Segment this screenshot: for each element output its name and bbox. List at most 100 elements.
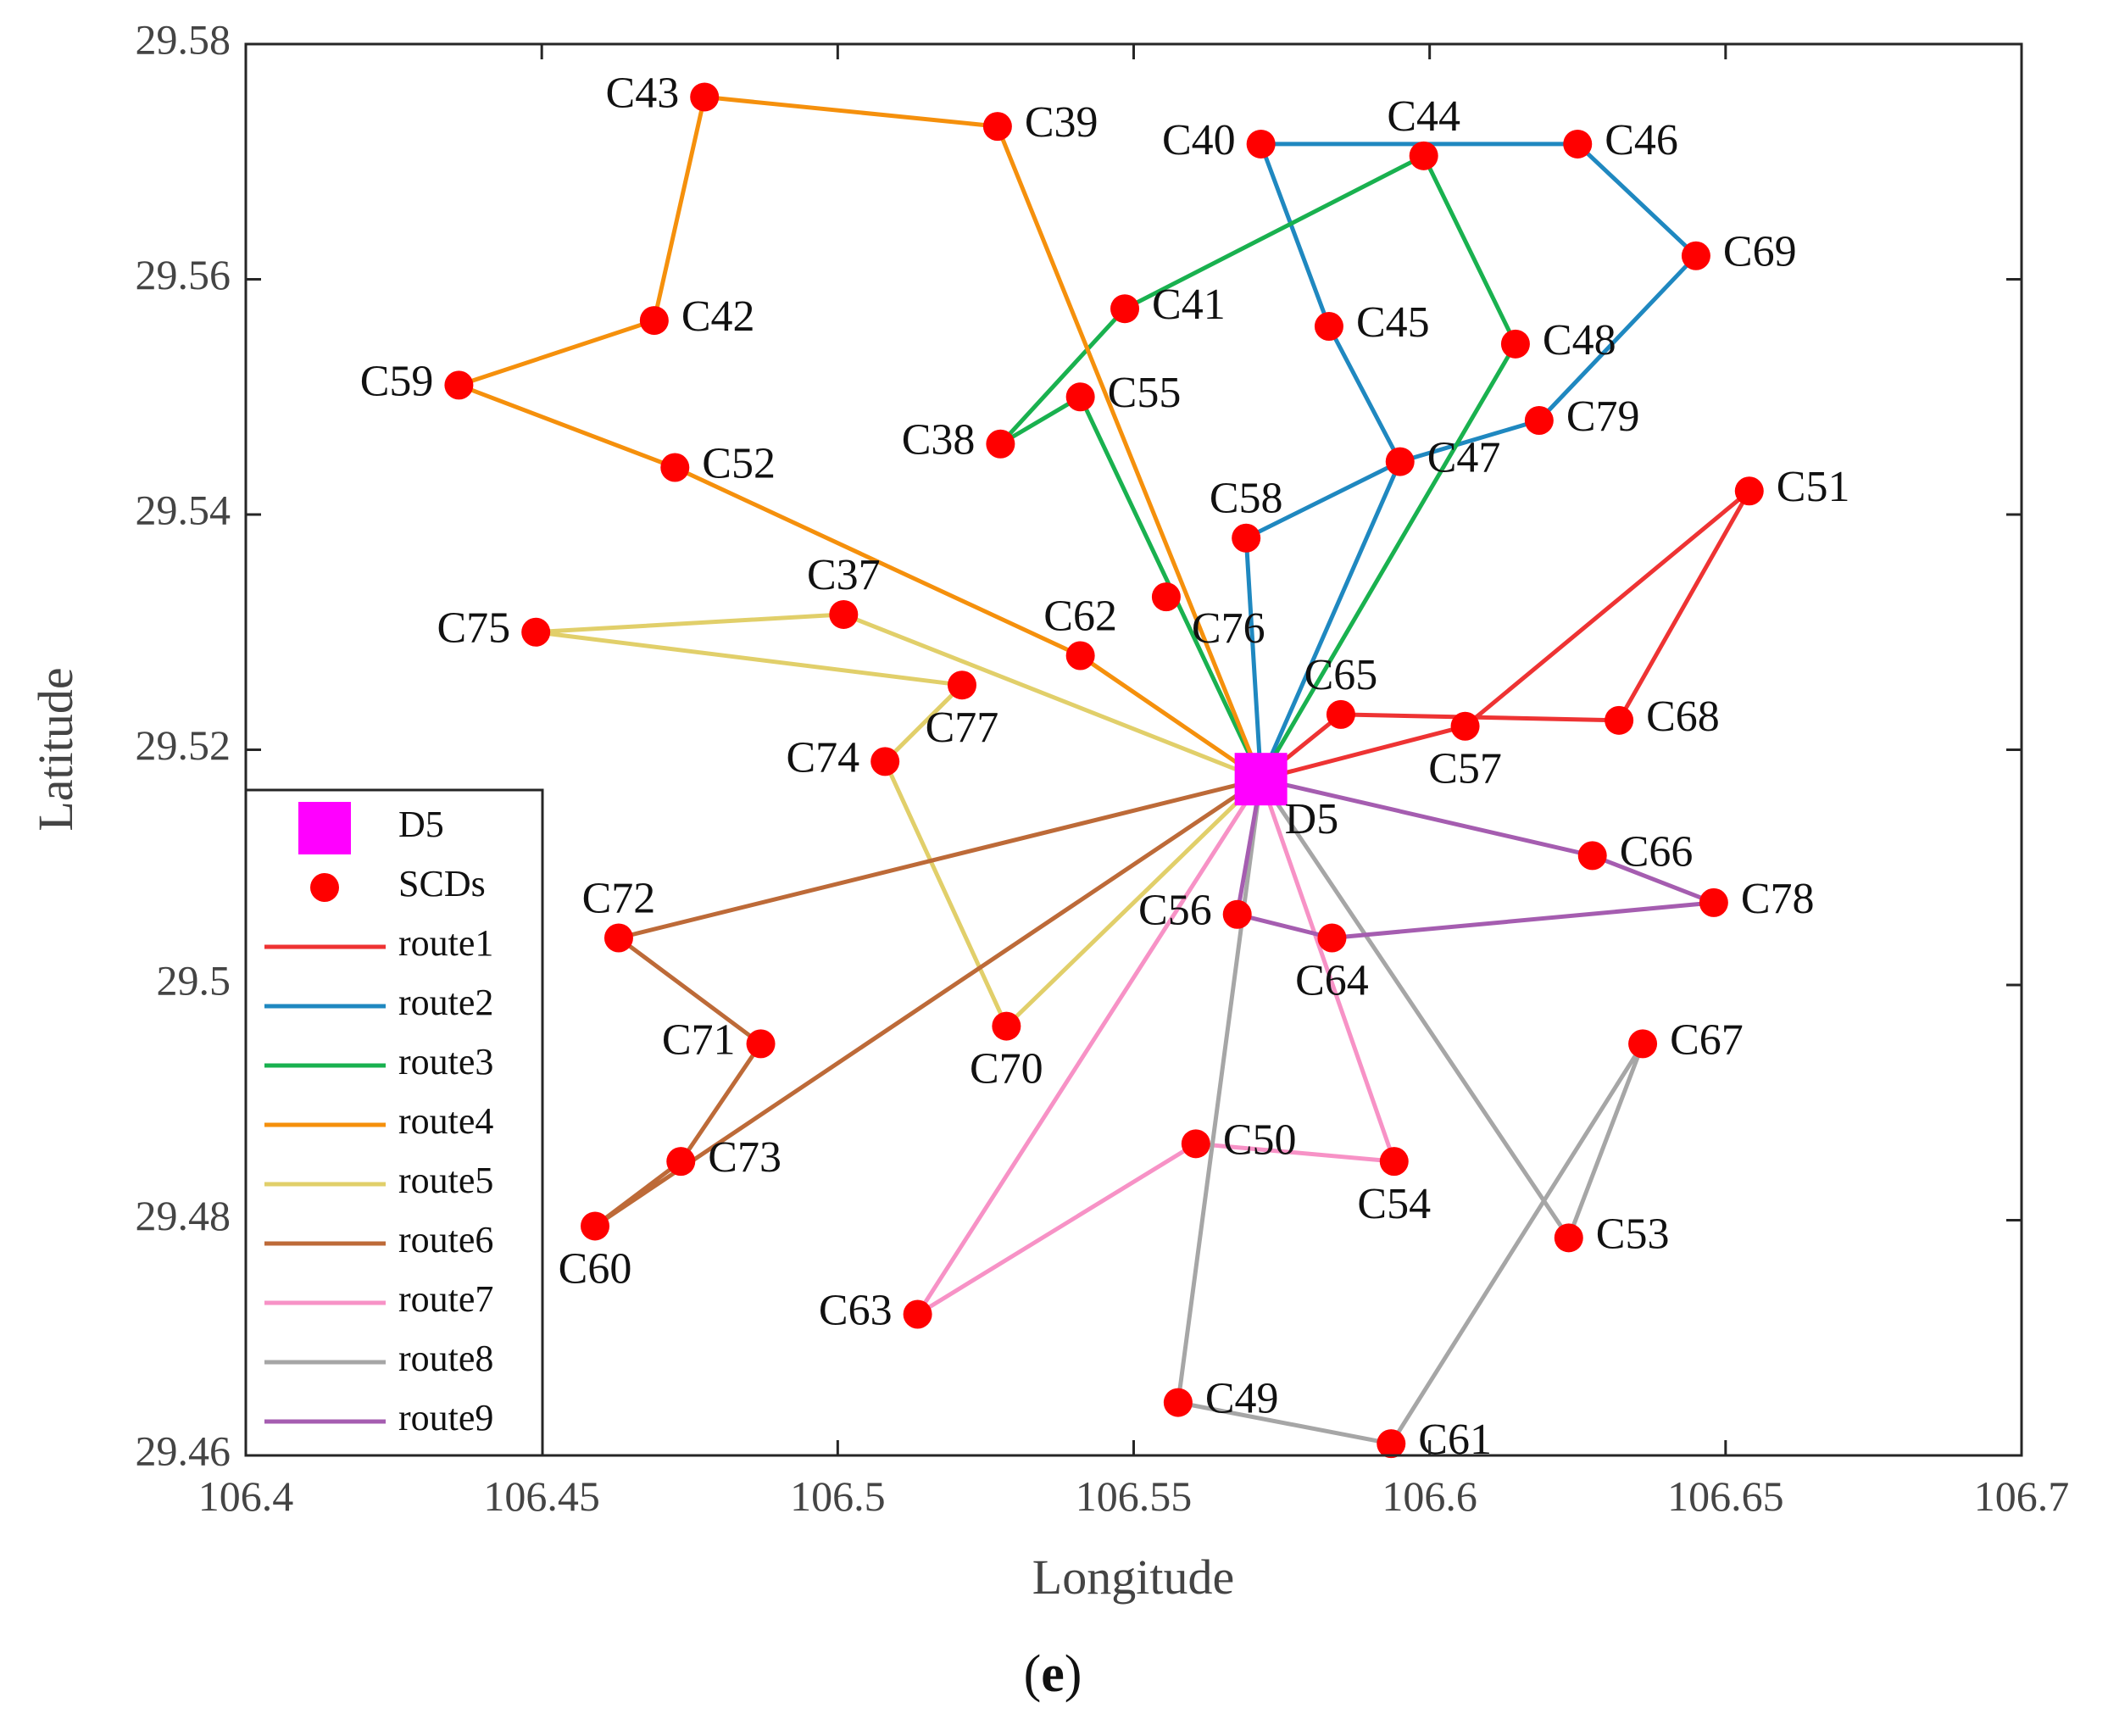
point-C76 [1151, 582, 1181, 612]
label-C48: C48 [1543, 316, 1616, 364]
point-C40 [1246, 129, 1276, 159]
label-C61: C61 [1418, 1416, 1492, 1464]
label-C56: C56 [1138, 887, 1212, 935]
label-C54: C54 [1357, 1180, 1431, 1228]
point-C75 [521, 617, 551, 647]
label-C38: C38 [902, 416, 976, 465]
point-C79 [1524, 406, 1554, 435]
point-C55 [1065, 382, 1095, 412]
route-line-route4 [456, 94, 1264, 782]
point-C67 [1628, 1029, 1658, 1059]
legend-label-route3: route3 [398, 1041, 493, 1082]
legend-label-route2: route2 [398, 982, 493, 1023]
label-C67: C67 [1670, 1015, 1744, 1064]
point-C44 [1409, 141, 1438, 170]
label-C70: C70 [970, 1045, 1043, 1093]
point-C45 [1314, 312, 1343, 341]
legend-point-symbol [310, 873, 339, 902]
x-tick-label: 106.5 [790, 1472, 886, 1520]
label-C62: C62 [1043, 592, 1117, 640]
route-line-route8 [1176, 776, 1645, 1446]
y-axis-label: Latitude [28, 667, 83, 831]
point-C66 [1577, 841, 1607, 871]
caption-letter: e [1041, 1645, 1065, 1703]
depot-marker [1234, 753, 1288, 806]
route-line-route9 [1235, 776, 1716, 940]
label-C51: C51 [1777, 463, 1850, 511]
label-C55: C55 [1108, 369, 1182, 417]
legend-label-route8: route8 [398, 1338, 493, 1379]
route-line-route1 [1259, 488, 1752, 782]
label-C57: C57 [1428, 745, 1502, 793]
y-tick-label: 29.56 [136, 251, 231, 298]
x-tick-label: 106.65 [1667, 1472, 1784, 1520]
label-C37: C37 [807, 551, 881, 599]
label-C72: C72 [582, 874, 656, 922]
y-tick-label: 29.52 [136, 721, 231, 769]
point-C38 [986, 429, 1015, 459]
x-tick-label: 106.7 [1974, 1472, 2070, 1520]
point-C43 [690, 82, 720, 112]
label-C77: C77 [926, 704, 999, 752]
point-labels: C37 C38 C39 C40 C41 C42 C43 C44 C45 C46 C47 C48 C49 C… [360, 69, 1850, 1464]
legend-label-route4: route4 [398, 1100, 493, 1142]
route-line-route2 [1243, 142, 1699, 782]
point-C57 [1450, 711, 1480, 741]
label-C42: C42 [681, 292, 755, 341]
label-C50: C50 [1223, 1116, 1297, 1164]
point-C47 [1385, 447, 1415, 476]
point-C65 [1326, 699, 1355, 729]
ticks: 106.4 106.45 106.5 106.55 106.6 106.65 106.7 29… [136, 15, 2070, 1520]
x-tick-label: 106.6 [1382, 1472, 1477, 1520]
point-C70 [992, 1011, 1021, 1041]
legend-label-route1: route1 [398, 922, 493, 964]
point-C42 [639, 306, 669, 336]
point-C37 [829, 599, 859, 629]
label-C46: C46 [1605, 116, 1678, 164]
point-C64 [1317, 923, 1347, 953]
legend-label-route9: route9 [398, 1397, 493, 1438]
y-tick-label: 29.5 [157, 956, 231, 1004]
point-C77 [947, 670, 976, 700]
label-C53: C53 [1596, 1210, 1670, 1258]
x-tick-label: 106.55 [1076, 1472, 1193, 1520]
point-C53 [1554, 1223, 1583, 1253]
label-C44: C44 [1387, 92, 1460, 141]
legend-label-route7: route7 [398, 1278, 493, 1320]
label-C69: C69 [1723, 228, 1797, 276]
point-C69 [1681, 241, 1710, 270]
point-C52 [660, 453, 690, 482]
point-C74 [870, 747, 900, 776]
legend-label-D5: D5 [398, 804, 444, 845]
point-C61 [1377, 1429, 1406, 1459]
label-C63: C63 [819, 1286, 893, 1334]
legend-label-SCDs: SCDs [398, 863, 486, 904]
y-tick-label: 29.58 [136, 15, 231, 63]
point-C58 [1232, 523, 1261, 553]
label-C39: C39 [1025, 98, 1098, 147]
label-C59: C59 [360, 357, 434, 405]
label-C60: C60 [559, 1244, 632, 1293]
point-C60 [581, 1211, 610, 1241]
caption-close-paren: ) [1065, 1645, 1082, 1703]
legend-label-route5: route5 [398, 1160, 493, 1201]
label-C47: C47 [1427, 434, 1501, 482]
y-tick-label: 29.54 [136, 486, 231, 533]
point-C68 [1605, 705, 1634, 735]
point-C39 [982, 112, 1012, 142]
label-C45: C45 [1356, 298, 1430, 347]
markers [444, 82, 1764, 1459]
label-C64: C64 [1295, 956, 1369, 1004]
point-C50 [1181, 1129, 1210, 1159]
point-C56 [1222, 899, 1252, 929]
label-C75: C75 [437, 604, 510, 653]
point-C51 [1734, 476, 1764, 506]
label-C71: C71 [662, 1015, 736, 1064]
point-C59 [444, 370, 474, 400]
x-tick-label: 106.45 [483, 1472, 600, 1520]
x-tick-label: 106.4 [198, 1472, 294, 1520]
label-C40: C40 [1162, 116, 1236, 164]
x-axis-label: Longitude [1032, 1550, 1234, 1605]
label-C41: C41 [1152, 281, 1226, 329]
